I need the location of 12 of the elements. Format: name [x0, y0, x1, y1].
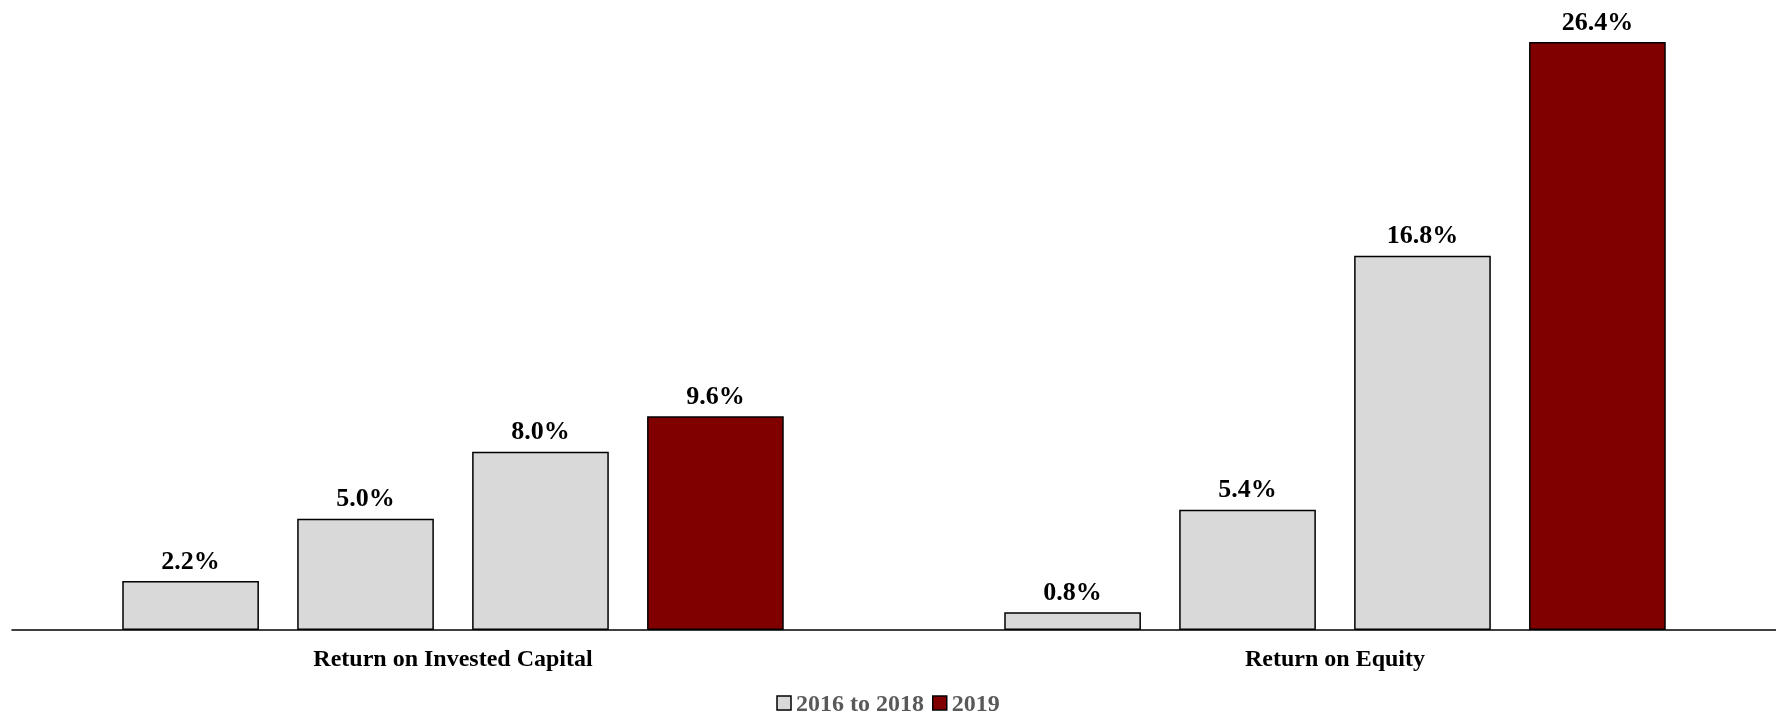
- data-label: 5.4%: [1218, 474, 1277, 504]
- data-label: 9.6%: [686, 380, 745, 410]
- data-label: 26.4%: [1561, 6, 1634, 36]
- data-label: 0.8%: [1043, 576, 1102, 606]
- x-tick-label: Return on Invested Capital: [313, 645, 593, 671]
- x-tick-label: Return on Equity: [1244, 645, 1426, 671]
- legend-label: 2019: [951, 690, 1000, 716]
- data-label: 16.8%: [1386, 220, 1459, 250]
- data-label: 8.0%: [511, 416, 570, 446]
- data-label: 2.2%: [161, 545, 220, 575]
- data-label: 5.0%: [336, 483, 395, 513]
- legend-label: 2016 to 2018: [796, 690, 924, 716]
